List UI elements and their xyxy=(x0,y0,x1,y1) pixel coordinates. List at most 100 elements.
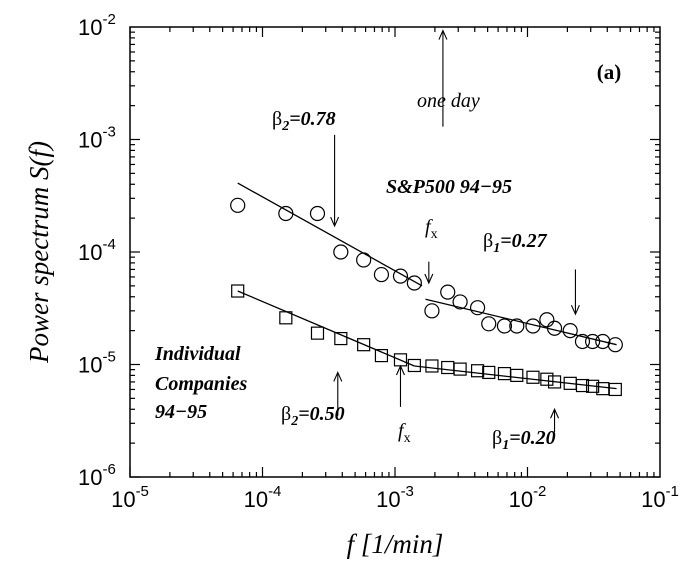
companies-point xyxy=(547,375,562,389)
beta1-companies-value: =0.20 xyxy=(509,427,555,449)
y-tick-mantissa: 10 xyxy=(78,240,102,265)
companies-label-line3: 94−95 xyxy=(155,401,207,423)
y-axis-title: Power spectrum S(f) xyxy=(24,141,54,364)
beta1-sp500-value: =0.27 xyxy=(500,230,547,252)
sp500-point xyxy=(424,303,440,319)
sp500-point xyxy=(406,275,422,291)
sp500-point xyxy=(595,333,611,350)
y-tick-label: 10-4 xyxy=(78,236,116,265)
sp500-point xyxy=(585,333,601,350)
fit-line xyxy=(425,298,617,346)
y-tick-label: 10-5 xyxy=(78,349,116,378)
fx-sp500-sub: x xyxy=(431,227,438,242)
x-tick-mantissa: 10 xyxy=(244,487,268,512)
sp500-point xyxy=(333,244,349,260)
companies-point xyxy=(526,370,540,384)
beta1-sp500-sub: 1 xyxy=(493,241,500,256)
x-tick-exponent: -4 xyxy=(268,483,281,500)
arrow-head xyxy=(330,216,340,228)
sp500-point xyxy=(607,337,623,353)
arrow-head xyxy=(333,371,343,382)
beta2-sp500-sub: 2 xyxy=(281,119,289,134)
y-tick-mantissa: 10 xyxy=(78,465,102,490)
x-tick-mantissa: 10 xyxy=(509,487,533,512)
sp500-point xyxy=(496,318,513,334)
sp500-point xyxy=(230,197,246,213)
beta2-companies-sub: 2 xyxy=(290,414,298,429)
companies-label-line2: Companies xyxy=(155,373,247,395)
plot-frame xyxy=(129,26,661,478)
sp500-point xyxy=(481,316,497,332)
arrow-head xyxy=(424,273,434,285)
companies-point xyxy=(497,367,512,381)
companies-point xyxy=(441,360,455,375)
companies-label-line1: Individual xyxy=(154,343,241,365)
sp500-point xyxy=(509,318,525,334)
y-tick-mantissa: 10 xyxy=(78,128,102,153)
companies-point xyxy=(374,348,389,363)
sp500-point xyxy=(278,205,294,222)
beta1-companies-label: β1=0.20 xyxy=(492,427,556,453)
y-tick-label: 10-6 xyxy=(78,461,116,490)
sp500-series xyxy=(230,197,623,353)
sp500-point xyxy=(574,333,591,350)
beta1-companies-sub: 1 xyxy=(502,438,509,453)
fit-line xyxy=(414,365,617,390)
sp500-point xyxy=(392,268,409,284)
x-tick-exponent: -3 xyxy=(401,483,414,500)
fit-line xyxy=(237,290,415,367)
x-axis-title: f [1/min] xyxy=(347,529,444,559)
y-tick-exponent: -3 xyxy=(102,124,115,141)
y-tick-exponent: -5 xyxy=(102,349,115,366)
sp500-point xyxy=(539,312,555,328)
companies-point xyxy=(425,359,439,373)
x-tick-label: 10-5 xyxy=(111,483,149,512)
x-tick-mantissa: 10 xyxy=(376,487,400,512)
arrow-head xyxy=(570,304,580,316)
arrow-head xyxy=(395,364,405,376)
companies-point xyxy=(540,372,554,386)
companies-point xyxy=(482,365,496,380)
companies-point xyxy=(357,338,371,352)
beta1-sp500-label: β1=0.27 xyxy=(483,230,548,256)
beta2-sp500-greek: β xyxy=(272,108,282,130)
y-tick-mantissa: 10 xyxy=(78,353,102,378)
sp500-point xyxy=(309,205,326,222)
x-tick-label: 10-1 xyxy=(641,483,679,512)
arrow-head xyxy=(550,407,560,419)
companies-point xyxy=(470,364,485,378)
beta2-companies-label: β2=0.50 xyxy=(281,403,345,429)
fit-line xyxy=(237,182,423,287)
fx-companies-f: f xyxy=(398,420,406,442)
sp500-point xyxy=(469,300,486,316)
companies-point xyxy=(407,358,421,373)
axis-tick-labels: 10-5 10-4 10-3 10-2 10-110-610-510-410-310-2 xyxy=(78,11,679,512)
x-tick-label: 10-4 xyxy=(244,483,282,512)
beta1-companies-greek: β xyxy=(492,427,502,449)
companies-series xyxy=(231,284,622,397)
sp500-label: S&P500 94−95 xyxy=(386,176,512,198)
companies-point xyxy=(575,378,590,393)
sp500-point xyxy=(525,318,541,334)
companies-point xyxy=(453,362,467,376)
panel-label: (a) xyxy=(597,60,622,84)
fx-sp500-f: f xyxy=(425,216,433,238)
beta2-companies-greek: β xyxy=(281,403,291,425)
companies-point xyxy=(608,382,622,397)
x-tick-exponent: -1 xyxy=(666,483,679,500)
sp500-point xyxy=(546,320,563,336)
y-tick-exponent: -4 xyxy=(102,236,115,253)
beta2-sp500-label: β2=0.78 xyxy=(272,108,336,134)
companies-point xyxy=(279,311,293,325)
y-tick-label: 10-3 xyxy=(78,124,116,153)
companies-point xyxy=(231,284,245,298)
fx-sp500-label: fx xyxy=(425,216,438,242)
annotation-arrows xyxy=(330,29,580,433)
companies-point xyxy=(510,368,524,383)
fx-companies-label: fx xyxy=(398,420,411,446)
fx-companies-sub: x xyxy=(404,431,411,446)
y-tick-mantissa: 10 xyxy=(78,15,102,40)
x-tick-exponent: -2 xyxy=(533,483,546,500)
companies-point xyxy=(310,326,325,340)
